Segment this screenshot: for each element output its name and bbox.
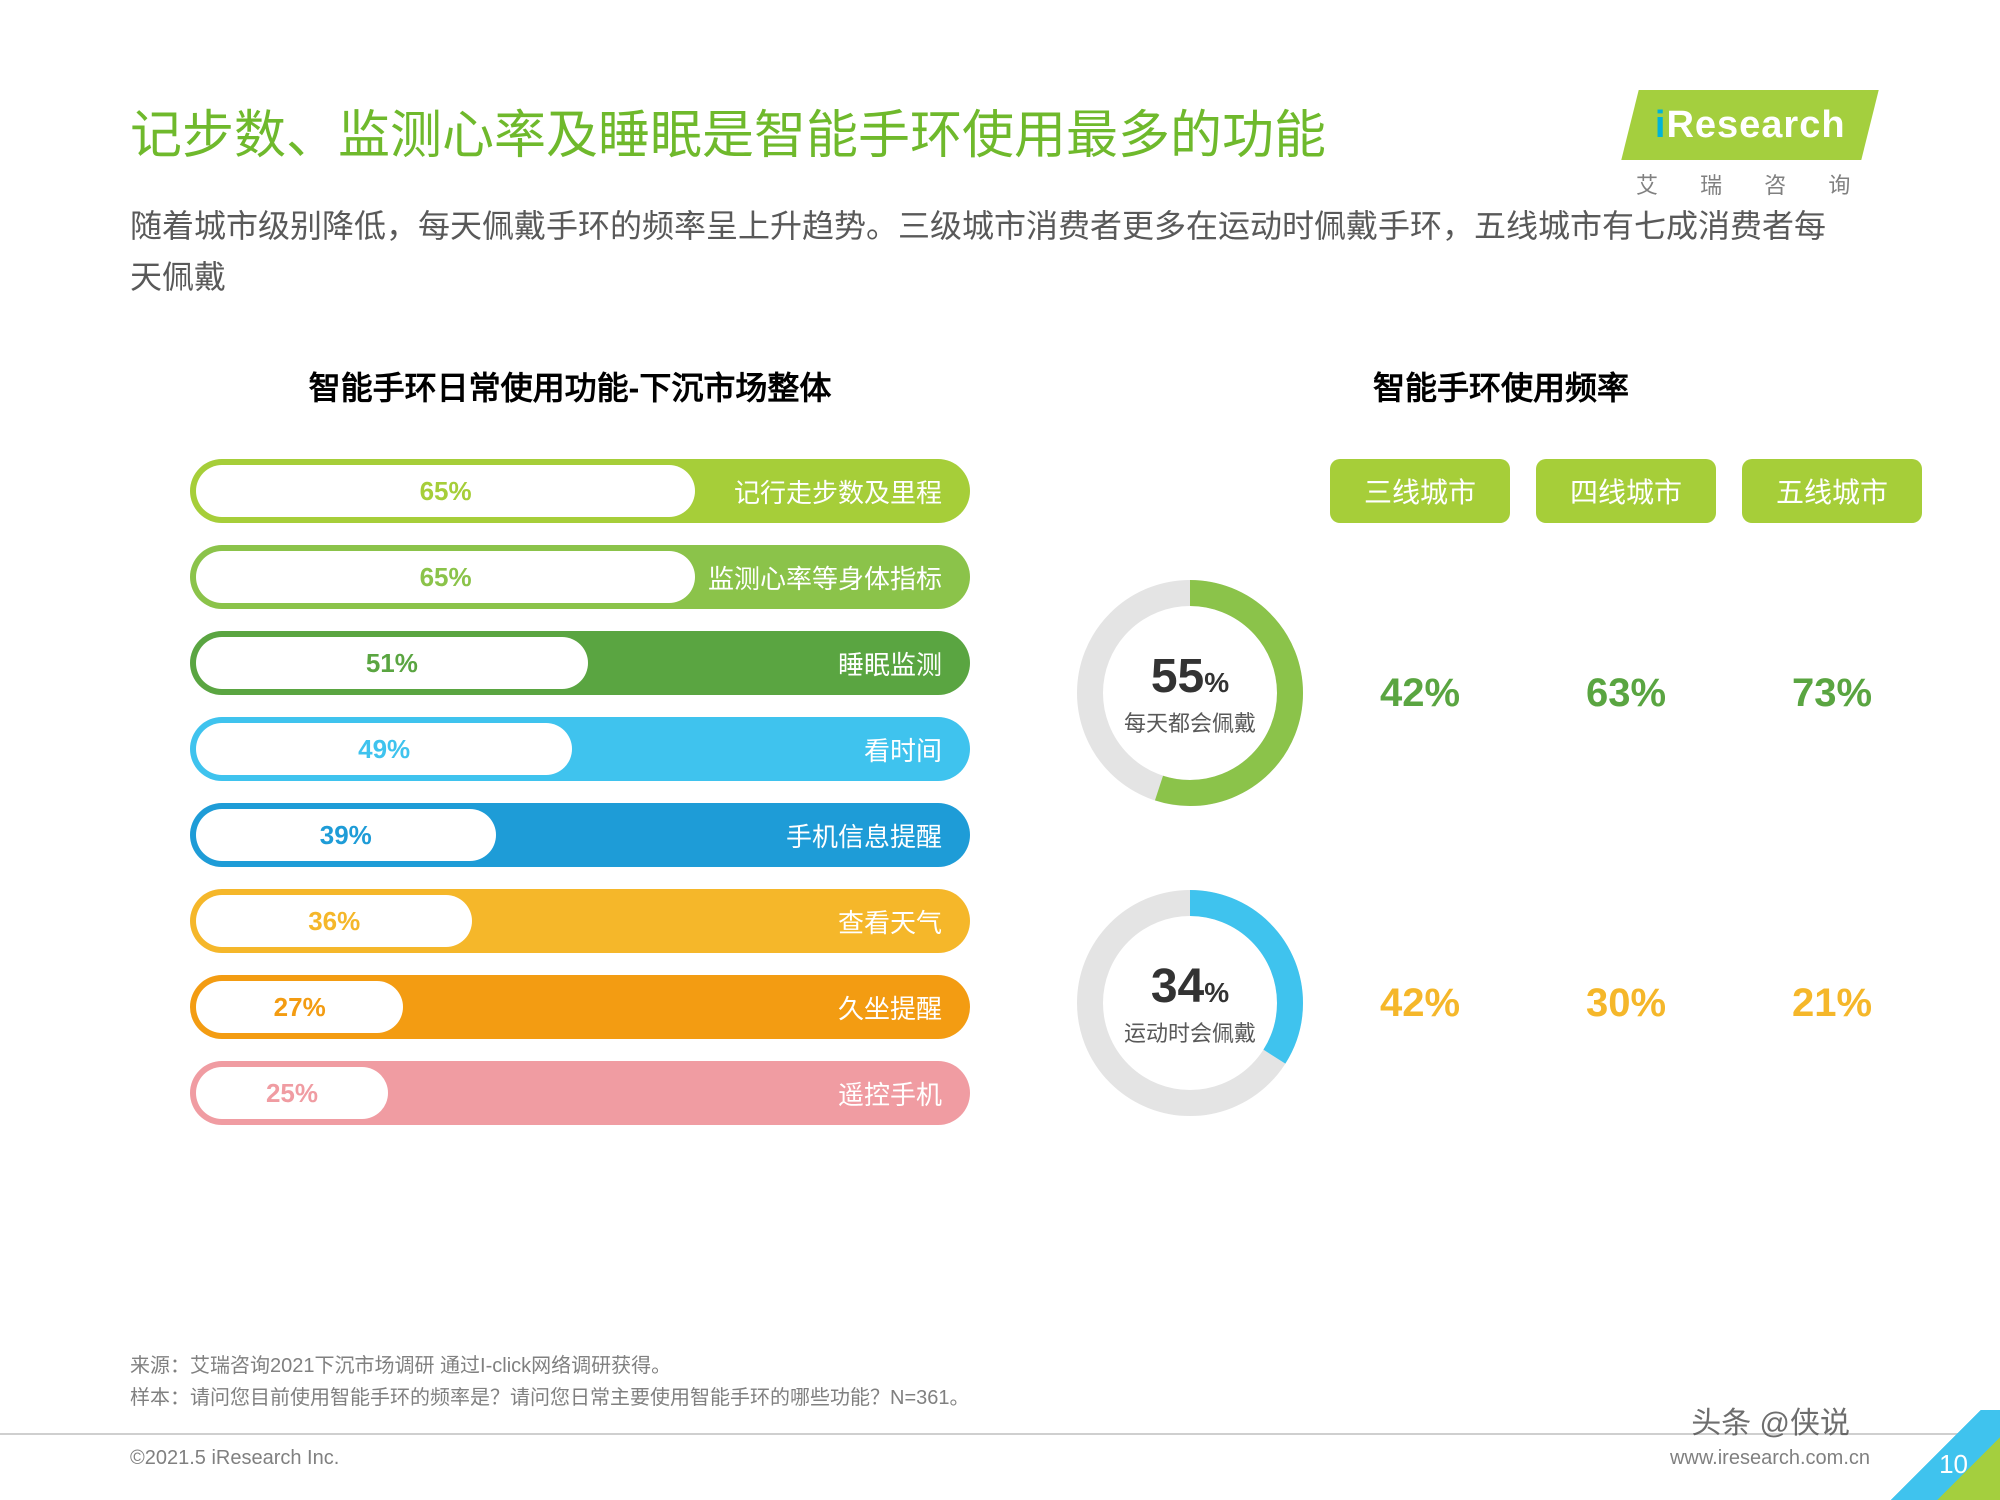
bar-label: 监测心率等身体指标 [708,559,942,596]
donut-percent: 55% [1151,649,1229,704]
bar-label: 查看天气 [838,903,942,940]
bars-container: 65% 记行走步数及里程 65% 监测心率等身体指标 51% 睡眠监测 49% 看时间 39% 手… [130,459,1010,1125]
bar-row: 65% 监测心率等身体指标 [190,545,970,609]
donut-percent: 34% [1151,959,1229,1014]
donut-center: 55%每天都会佩戴 [1070,573,1310,813]
city-tag: 五线城市 [1742,459,1922,523]
logo-badge: iResearch [1621,90,1878,160]
frequency-rows: 55%每天都会佩戴 42% 63% 73% 34%运动时会佩戴 42% 30% 21% [1070,573,1932,1123]
bar-label: 手机信息提醒 [786,817,942,854]
left-chart-title: 智能手环日常使用功能-下沉市场整体 [130,363,1010,409]
bar-label: 记行走步数及里程 [734,473,942,510]
left-column: 智能手环日常使用功能-下沉市场整体 65% 记行走步数及里程 65% 监测心率等身体指… [130,363,1010,1193]
bar-pill: 25% [196,1067,388,1119]
frequency-row: 34%运动时会佩戴 42% 30% 21% [1070,883,1932,1123]
bar-label: 睡眠监测 [838,645,942,682]
page-subtitle: 随着城市级别降低，每天佩戴手环的频率呈上升趋势。三级城市消费者更多在运动时佩戴手… [130,201,1850,303]
bar-percent: 65% [420,476,472,507]
bar-row: 65% 记行走步数及里程 [190,459,970,523]
donut-chart: 34%运动时会佩戴 [1070,883,1310,1123]
content-row: 智能手环日常使用功能-下沉市场整体 65% 记行走步数及里程 65% 监测心率等身体指… [130,363,1870,1193]
bar-row: 27% 久坐提醒 [190,975,970,1039]
bar-percent: 49% [358,734,410,765]
copyright: ©2021.5 iResearch Inc. [130,1447,339,1470]
donut-center: 34%运动时会佩戴 [1070,883,1310,1123]
bar-percent: 36% [308,906,360,937]
bar-pill: 39% [196,809,496,861]
city-tag: 三线城市 [1330,459,1510,523]
city-tags: 三线城市四线城市五线城市 [1070,459,1932,523]
bar-row: 51% 睡眠监测 [190,631,970,695]
watermark: 头条 @侠说 [1691,1398,1850,1442]
frequency-cells: 42% 63% 73% [1330,671,1932,716]
frequency-value: 42% [1330,981,1510,1026]
donut-label: 每天都会佩戴 [1124,706,1256,738]
bar-pill: 51% [196,637,588,689]
bar-row: 49% 看时间 [190,717,970,781]
logo-word: Research [1666,104,1845,146]
right-column: 智能手环使用频率 三线城市四线城市五线城市 55%每天都会佩戴 42% 63% 73%… [1070,363,1932,1193]
brand-logo: iResearch 艾 瑞 咨 询 [1630,90,1870,200]
footnotes: 来源：艾瑞咨询2021下沉市场调研 通过I-click网络调研获得。 样本：请问… [130,1350,970,1414]
logo-text: iResearch [1655,104,1846,147]
bar-percent: 51% [366,648,418,679]
footnote-source: 来源：艾瑞咨询2021下沉市场调研 通过I-click网络调研获得。 [130,1350,970,1382]
donut-chart: 55%每天都会佩戴 [1070,573,1310,813]
frequency-value: 63% [1536,671,1716,716]
logo-subtext: 艾 瑞 咨 询 [1630,168,1870,200]
bar-pill: 49% [196,723,572,775]
page-title: 记步数、监测心率及睡眠是智能手环使用最多的功能 [130,100,1430,173]
donut-label: 运动时会佩戴 [1124,1016,1256,1048]
bar-pill: 36% [196,895,472,947]
page-number: 10 [1939,1449,1968,1480]
frequency-value: 21% [1742,981,1922,1026]
frequency-value: 30% [1536,981,1716,1026]
city-tag: 四线城市 [1536,459,1716,523]
logo-i: i [1655,104,1667,146]
bar-pill: 65% [196,465,695,517]
bar-percent: 65% [420,562,472,593]
frequency-row: 55%每天都会佩戴 42% 63% 73% [1070,573,1932,813]
frequency-value: 42% [1330,671,1510,716]
frequency-cells: 42% 30% 21% [1330,981,1932,1026]
bar-label: 遥控手机 [838,1075,942,1112]
bar-pill: 27% [196,981,403,1033]
frequency-value: 73% [1742,671,1922,716]
bar-label: 看时间 [864,731,942,768]
right-chart-title: 智能手环使用频率 [1070,363,1932,409]
bar-row: 25% 遥控手机 [190,1061,970,1125]
bar-row: 39% 手机信息提醒 [190,803,970,867]
bar-percent: 27% [274,992,326,1023]
bar-percent: 39% [320,820,372,851]
footnote-sample: 样本：请问您目前使用智能手环的频率是？请问您日常主要使用智能手环的哪些功能？N=… [130,1382,970,1414]
bar-row: 36% 查看天气 [190,889,970,953]
slide: iResearch 艾 瑞 咨 询 记步数、监测心率及睡眠是智能手环使用最多的功… [0,0,2000,1500]
footer-url: www.iresearch.com.cn [1670,1447,1870,1470]
bar-pill: 65% [196,551,695,603]
bar-label: 久坐提醒 [838,989,942,1026]
bar-percent: 25% [266,1078,318,1109]
